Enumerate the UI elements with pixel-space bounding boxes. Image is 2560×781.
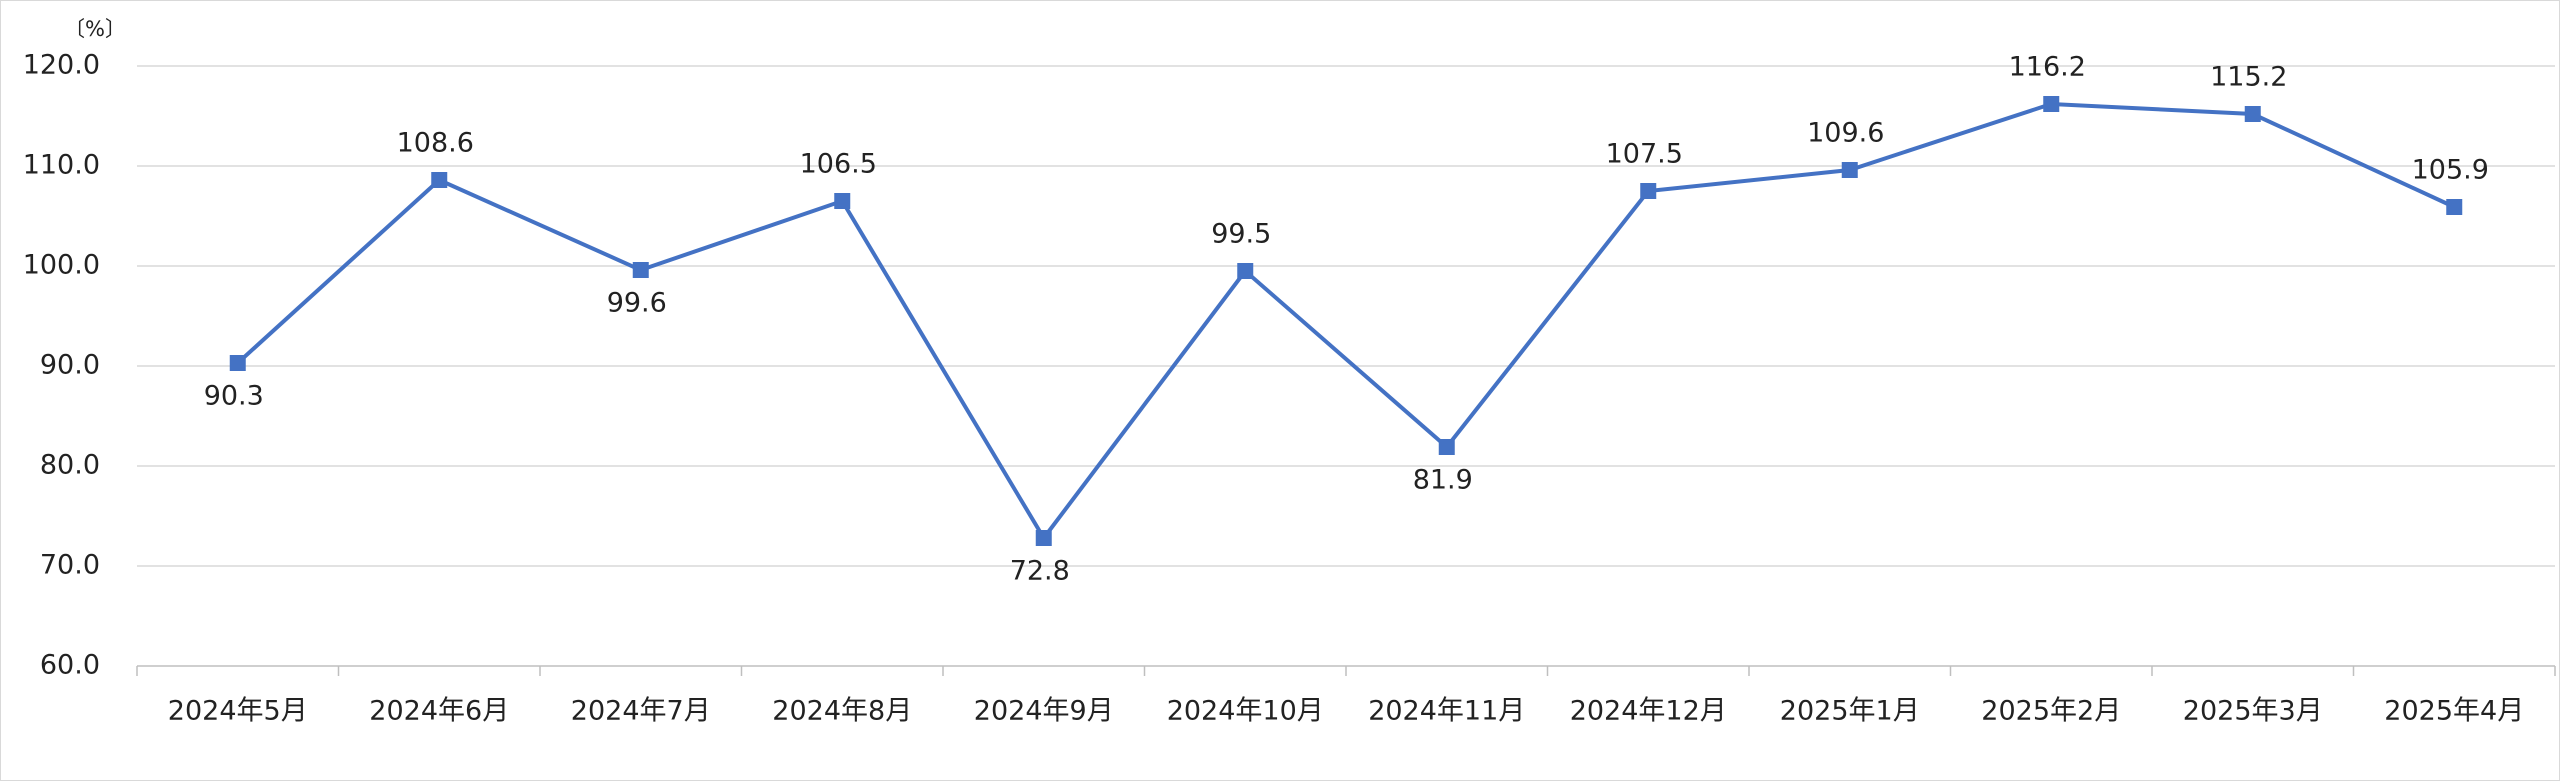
x-tick-label: 2025年2月	[1981, 696, 2121, 727]
line	[236, 101, 2456, 542]
marker	[431, 172, 448, 188]
y-tick-label: 90.0	[40, 350, 100, 381]
x-tick-label: 2024年8月	[772, 696, 912, 727]
marker	[1841, 162, 1858, 178]
y-tick-label: 120.0	[23, 50, 100, 81]
y-tick-label: 80.0	[40, 450, 100, 481]
x-tick-label: 2025年1月	[1780, 696, 1920, 727]
x-tick-label: 2025年3月	[2183, 696, 2323, 727]
y-tick-label: 100.0	[23, 250, 100, 281]
x-tick-label: 2024年9月	[974, 696, 1114, 727]
x-tick-label: 2024年5月	[168, 696, 308, 727]
y-tick-label: 70.0	[40, 550, 100, 581]
x-tick-label: 2024年12月	[1570, 696, 1727, 727]
x-tick-label: 2025年4月	[2384, 696, 2524, 727]
marker	[632, 262, 649, 278]
data-label: 106.5	[800, 149, 877, 180]
y-axis-unit: 〔%〕	[64, 17, 126, 41]
data-label: 90.3	[204, 381, 264, 412]
x-tick-label: 2024年11月	[1368, 696, 1525, 727]
data-label: 105.9	[2412, 155, 2489, 186]
marker	[1237, 263, 1254, 279]
marker	[2043, 96, 2060, 112]
data-label: 81.9	[1413, 465, 1473, 496]
data-label: 115.2	[2210, 62, 2287, 93]
marker	[1640, 183, 1657, 199]
marker	[229, 355, 246, 371]
y-tick-label: 110.0	[23, 150, 100, 181]
data-label: 107.5	[1606, 139, 1683, 170]
data-label: 72.8	[1010, 556, 1070, 587]
data-label: 109.6	[1807, 118, 1884, 149]
x-tick-label: 2024年7月	[571, 696, 711, 727]
marker	[2446, 199, 2463, 215]
x-tick-label: 2024年6月	[369, 696, 509, 727]
data-label: 99.5	[1211, 219, 1271, 250]
y-tick-label: 60.0	[40, 650, 100, 681]
marker	[1035, 530, 1052, 546]
data-label: 99.6	[607, 288, 667, 319]
data-label: 116.2	[2009, 52, 2086, 83]
marker	[1438, 439, 1455, 455]
marker	[834, 193, 851, 209]
x-tick-label: 2024年10月	[1167, 696, 1324, 727]
data-label: 108.6	[397, 128, 474, 159]
marker	[2244, 106, 2261, 122]
